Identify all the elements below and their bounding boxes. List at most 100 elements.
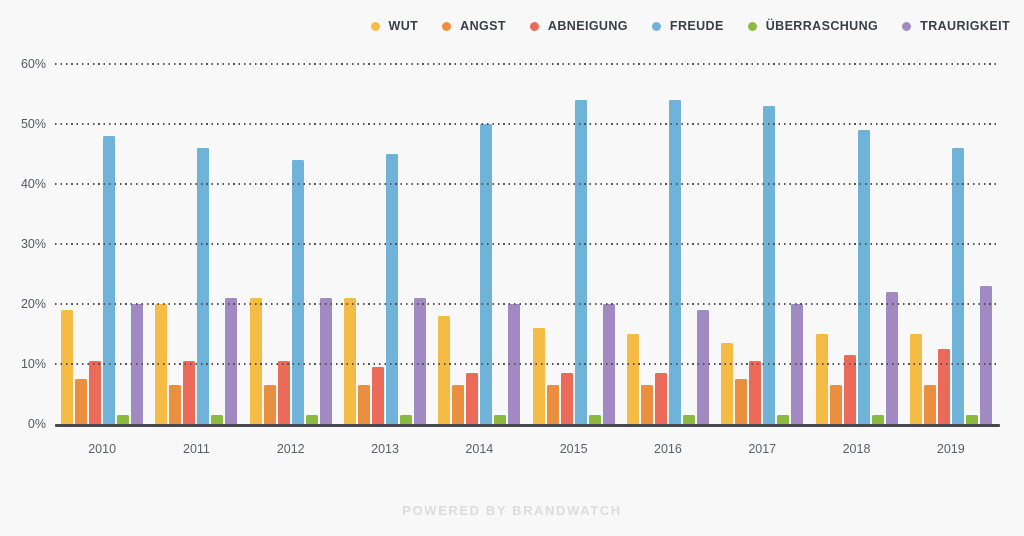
bar-angst-2012[interactable] <box>263 385 276 424</box>
legend-label: FREUDE <box>669 19 724 33</box>
bar--berraschung-2010[interactable] <box>117 415 130 424</box>
legend-dot-icon <box>529 21 539 31</box>
y-tick-10: 10% <box>20 357 46 371</box>
bar-abneigung-2011[interactable] <box>183 361 196 424</box>
legend-item-abneigung[interactable]: ABNEIGUNG <box>529 19 628 33</box>
bar-freude-2014[interactable] <box>480 124 493 424</box>
x-tick-2015: 2015 <box>559 442 588 456</box>
bar-abneigung-2016[interactable] <box>654 373 667 424</box>
bar-freude-2017[interactable] <box>763 106 776 424</box>
bar-angst-2017[interactable] <box>735 379 748 424</box>
bar-angst-2011[interactable] <box>169 385 182 424</box>
bar--berraschung-2013[interactable] <box>400 415 413 424</box>
bar-abneigung-2019[interactable] <box>937 349 950 424</box>
legend-item-freude[interactable]: FREUDE <box>651 19 724 33</box>
bar-freude-2010[interactable] <box>103 136 116 424</box>
bar-wut-2013[interactable] <box>344 298 357 424</box>
bar-angst-2018[interactable] <box>829 385 842 424</box>
legend-label: ABNEIGUNG <box>547 19 628 33</box>
bar-group-2015 <box>526 100 620 424</box>
gridline-40 <box>55 183 998 185</box>
bar-wut-2019[interactable] <box>909 334 922 424</box>
bar-freude-2015[interactable] <box>574 100 587 424</box>
x-axis-line <box>55 424 1000 427</box>
x-tick-2012: 2012 <box>276 442 305 456</box>
bar-wut-2010[interactable] <box>61 310 74 424</box>
legend-item-angst[interactable]: ANGST <box>442 19 506 33</box>
y-tick-40: 40% <box>20 177 46 191</box>
bar-group-2014 <box>432 124 526 424</box>
legend-item-traurigkeit[interactable]: TRAURIGKEIT <box>902 19 1010 33</box>
bar-traurigkeit-2019[interactable] <box>979 286 992 424</box>
bar-traurigkeit-2016[interactable] <box>696 310 709 424</box>
bar-traurigkeit-2013[interactable] <box>414 298 427 424</box>
legend-label: WUT <box>388 19 419 33</box>
x-tick-2011: 2011 <box>183 442 210 456</box>
y-tick-30: 30% <box>20 237 46 251</box>
bar-freude-2019[interactable] <box>951 148 964 424</box>
x-tick-2018: 2018 <box>842 442 871 456</box>
bar-freude-2013[interactable] <box>386 154 399 424</box>
bar--berraschung-2016[interactable] <box>682 415 695 424</box>
bar-abneigung-2010[interactable] <box>89 361 102 424</box>
legend-dot-icon <box>370 21 380 31</box>
bar-group-2019 <box>904 148 998 424</box>
bar-group-2013 <box>338 154 432 424</box>
bar-abneigung-2018[interactable] <box>843 355 856 424</box>
legend-item-wut[interactable]: WUT <box>370 19 419 33</box>
bar-angst-2019[interactable] <box>923 385 936 424</box>
bar-wut-2014[interactable] <box>438 316 451 424</box>
bar-freude-2018[interactable] <box>857 130 870 424</box>
legend-label: TRAURIGKEIT <box>920 19 1010 33</box>
x-tick-2014: 2014 <box>465 442 494 456</box>
bar-traurigkeit-2012[interactable] <box>319 298 332 424</box>
gridline-30 <box>55 243 998 245</box>
legend-dot-icon <box>902 21 912 31</box>
bar-freude-2016[interactable] <box>668 100 681 424</box>
bar-abneigung-2014[interactable] <box>466 373 479 424</box>
x-tick-2019: 2019 <box>936 442 965 456</box>
x-tick-2013: 2013 <box>371 442 399 456</box>
bar-angst-2016[interactable] <box>640 385 653 424</box>
bar-group-2010 <box>55 136 149 424</box>
legend-label: ANGST <box>460 19 506 33</box>
bar--berraschung-2018[interactable] <box>871 415 884 424</box>
bar-group-2018 <box>809 130 903 424</box>
bar-angst-2013[interactable] <box>358 385 371 424</box>
bar-wut-2017[interactable] <box>721 343 734 424</box>
x-tick-2017: 2017 <box>748 442 777 456</box>
bar-group-2017 <box>715 106 809 424</box>
bar-angst-2015[interactable] <box>546 385 559 424</box>
y-tick-60: 60% <box>20 57 46 71</box>
bar-abneigung-2013[interactable] <box>372 367 385 424</box>
bar--berraschung-2014[interactable] <box>494 415 507 424</box>
bar-abneigung-2012[interactable] <box>277 361 290 424</box>
y-tick-50: 50% <box>20 117 46 131</box>
bar-angst-2014[interactable] <box>452 385 465 424</box>
gridline-60 <box>55 63 998 65</box>
bar-traurigkeit-2011[interactable] <box>225 298 238 424</box>
bar-abneigung-2015[interactable] <box>560 373 573 424</box>
bar-freude-2012[interactable] <box>291 160 304 424</box>
bar-angst-2010[interactable] <box>75 379 88 424</box>
bar--berraschung-2012[interactable] <box>305 415 318 424</box>
bar-wut-2012[interactable] <box>249 298 262 424</box>
bar-group-2012 <box>244 160 338 424</box>
bar--berraschung-2015[interactable] <box>588 415 601 424</box>
legend-label: ÜBERRASCHUNG <box>765 19 879 33</box>
bar--berraschung-2011[interactable] <box>211 415 224 424</box>
bar-wut-2018[interactable] <box>815 334 828 424</box>
bar-freude-2011[interactable] <box>197 148 210 424</box>
gridline-10 <box>55 363 998 365</box>
y-tick-20: 20% <box>20 297 46 311</box>
bar--berraschung-2019[interactable] <box>965 415 978 424</box>
legend-item--berraschung[interactable]: ÜBERRASCHUNG <box>747 19 879 33</box>
bar-traurigkeit-2018[interactable] <box>885 292 898 424</box>
legend-dot-icon <box>442 21 452 31</box>
bar--berraschung-2017[interactable] <box>777 415 790 424</box>
bar-wut-2016[interactable] <box>626 334 639 424</box>
bar-abneigung-2017[interactable] <box>749 361 762 424</box>
bar-wut-2015[interactable] <box>532 328 545 424</box>
